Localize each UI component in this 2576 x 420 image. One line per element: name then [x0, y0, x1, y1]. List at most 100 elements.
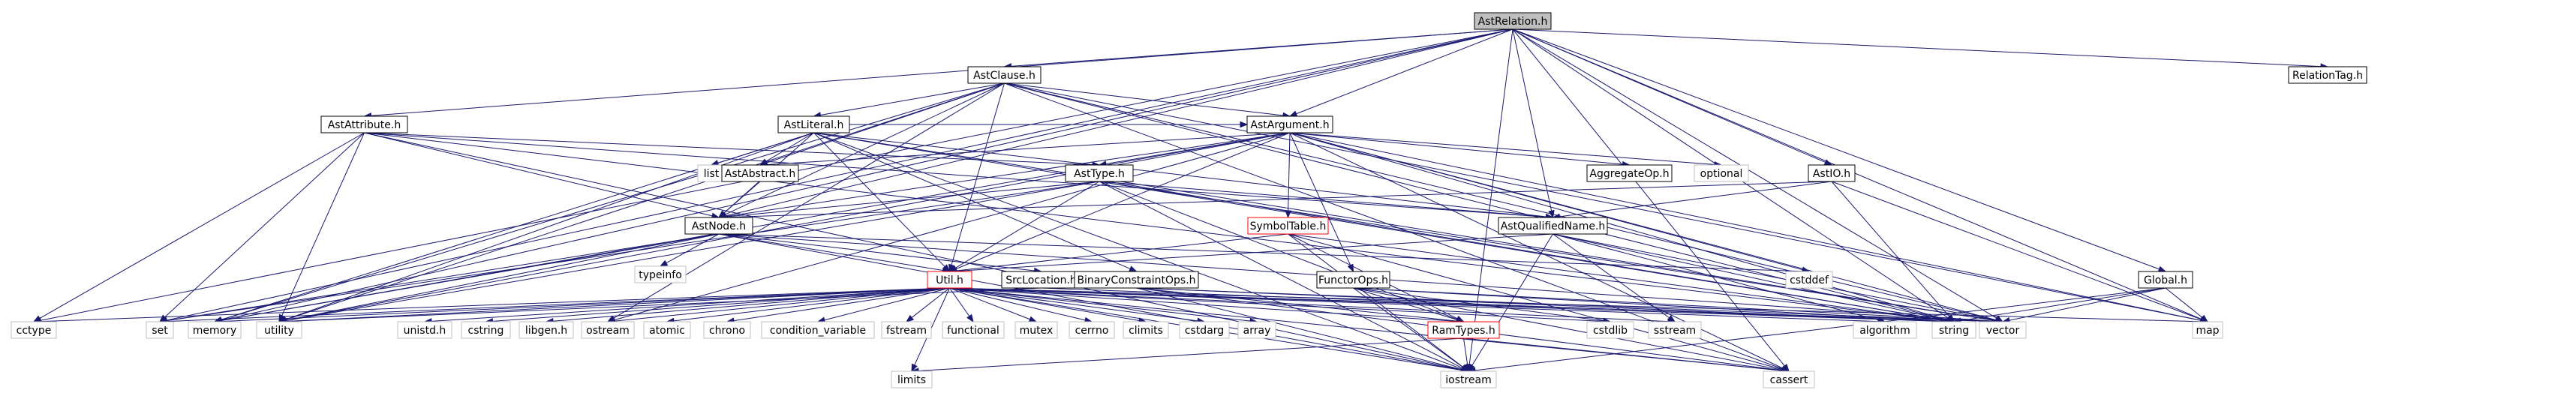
edge-line — [725, 28, 1513, 217]
node-box — [2288, 66, 2367, 84]
node-mutex: mutex — [1014, 321, 1058, 339]
node-astrelation[interactable]: AstRelation.h — [1474, 12, 1552, 30]
node-astqualifiedname[interactable]: AstQualifiedName.h — [1498, 217, 1608, 235]
edge-arrowhead — [2199, 314, 2209, 322]
node-box — [1785, 271, 1833, 289]
node-cctype: cctype — [11, 321, 57, 339]
edge-Util-to-vector — [949, 287, 2004, 325]
edge-line — [1471, 233, 1553, 366]
node-astnode[interactable]: AstNode.h — [684, 217, 753, 235]
edge-line — [1831, 181, 1950, 317]
node-astliteral[interactable]: AstLiteral.h — [777, 116, 850, 134]
node-astargument[interactable]: AstArgument.h — [1246, 116, 1333, 134]
edge-arrowhead — [1288, 110, 1298, 117]
node-binaryconstraintops[interactable]: BinaryConstraintOps.h — [1074, 271, 1199, 289]
edge-Util-to-limits — [911, 287, 950, 373]
node-label: AstRelation.h — [1478, 16, 1548, 28]
node-box — [1763, 370, 1815, 388]
node-iostream: iostream — [1440, 370, 1497, 388]
edge-line — [911, 287, 950, 318]
node-asttype[interactable]: AstType.h — [1065, 164, 1134, 182]
edge-arrowhead — [1240, 121, 1249, 128]
node-box — [967, 66, 1042, 84]
edge-line — [221, 28, 1513, 321]
node-astio[interactable]: AstIO.h — [1808, 164, 1856, 182]
node-label: SymbolTable.h — [1250, 220, 1327, 232]
edge-line — [956, 233, 1553, 272]
node-astattribute[interactable]: AstAttribute.h — [320, 116, 408, 134]
edge-line — [954, 181, 1100, 268]
edge-AstRelation-to-AstQualifiedName — [1512, 28, 1555, 219]
edge-line — [949, 287, 1030, 320]
node-astabstract[interactable]: AstAbstract.h — [721, 164, 799, 182]
node-label: cctype — [17, 325, 52, 337]
node-libgen: libgen.h — [519, 321, 574, 339]
node-cstddef: cstddef — [1785, 271, 1833, 289]
edge-AstArgument-to-string — [1289, 132, 1955, 323]
edge-AstRelation-to-AstArgument — [1288, 28, 1513, 117]
node-box — [1179, 321, 1230, 339]
node-label: fstream — [886, 325, 927, 337]
node-label: AstAbstract.h — [725, 168, 795, 180]
node-util[interactable]: Util.h — [927, 271, 972, 289]
edge-Global-to-iostream — [1467, 287, 2166, 374]
node-box — [1979, 321, 2027, 339]
node-relationtag[interactable]: RelationTag.h — [2288, 66, 2367, 84]
edge-line — [1512, 28, 1553, 212]
edge-FunctorOps-to-RamTypes — [1353, 287, 1465, 323]
node-ramtypes[interactable]: RamTypes.h — [1427, 321, 1500, 339]
edge-line — [1553, 233, 1879, 321]
edge-line — [949, 287, 1086, 321]
edge-line — [221, 287, 950, 322]
node-label: mutex — [1020, 325, 1054, 337]
node-label: AstQualifiedName.h — [1501, 220, 1606, 232]
edge-arrowhead — [1285, 210, 1291, 219]
node-box — [2192, 321, 2223, 339]
edge-line — [918, 338, 1464, 371]
node-label: AstType.h — [1074, 168, 1125, 180]
node-label: AstLiteral.h — [784, 119, 844, 131]
edge-line — [725, 132, 1291, 218]
edge-line — [364, 132, 1462, 370]
edge-Global-to-vector — [2001, 287, 2166, 324]
node-box — [1246, 116, 1333, 134]
edge-Global-to-map — [2165, 287, 2209, 322]
node-global[interactable]: Global.h — [2138, 271, 2193, 289]
edge-line — [725, 181, 1100, 218]
node-box — [942, 321, 1005, 339]
node-box — [1247, 217, 1329, 235]
edge-line — [723, 181, 761, 214]
node-functorops[interactable]: FunctorOps.h — [1316, 271, 1390, 289]
edge-line — [1289, 132, 2202, 321]
node-label: cstdarg — [1185, 325, 1224, 337]
edge-line — [285, 181, 1100, 321]
node-box — [1586, 321, 1634, 339]
edge-line — [1559, 181, 1832, 218]
node-box — [634, 266, 687, 284]
edge-arrowhead — [911, 363, 918, 373]
node-box — [1074, 271, 1199, 289]
node-label: AstClause.h — [973, 70, 1036, 82]
node-aggregateop[interactable]: AggregateOp.h — [1586, 164, 1673, 182]
edge-line — [164, 132, 365, 318]
edge-line — [285, 132, 1291, 321]
node-srclocation[interactable]: SrcLocation.h — [1001, 271, 1081, 289]
node-cstdarg: cstdarg — [1179, 321, 1230, 339]
node-label: AstNode.h — [692, 220, 746, 232]
node-box — [146, 321, 174, 339]
node-label: limits — [897, 374, 926, 386]
edge-Util-to-mutex — [949, 287, 1038, 322]
node-label: AstAttribute.h — [328, 119, 401, 131]
node-symboltable[interactable]: SymbolTable.h — [1247, 217, 1329, 235]
edge-RamTypes-to-cassert — [1463, 338, 1790, 374]
node-label: AggregateOp.h — [1589, 168, 1669, 180]
edge-line — [1353, 287, 1458, 320]
node-astclause[interactable]: AstClause.h — [967, 66, 1042, 84]
edge-line — [1553, 233, 1997, 321]
edge-FunctorOps-to-cassert — [1353, 287, 1790, 374]
edge-line — [1463, 338, 1468, 365]
edge-line — [1288, 233, 1948, 322]
edge-line — [281, 132, 365, 316]
edge-line — [1512, 28, 2322, 68]
edge-line — [718, 233, 1035, 272]
